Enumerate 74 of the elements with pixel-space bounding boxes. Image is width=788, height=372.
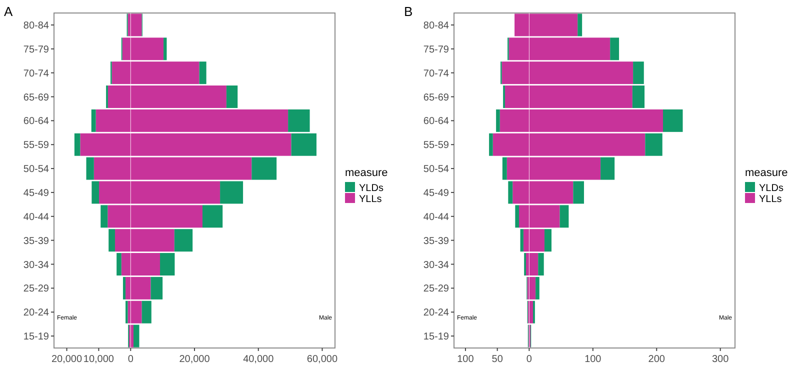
x-tick-label: 10,000 xyxy=(83,354,114,365)
legend-label: YLLs xyxy=(359,194,382,205)
y-tick-label: 30-34 xyxy=(423,260,450,271)
bar xyxy=(578,14,582,36)
bar xyxy=(122,276,126,300)
bar xyxy=(199,62,206,84)
bar xyxy=(174,229,193,252)
bar xyxy=(134,324,140,348)
y-tick-label: 55-59 xyxy=(423,140,450,152)
x-tick-label: 60,000 xyxy=(306,354,338,365)
bar xyxy=(226,86,238,108)
y-tick-label: 75-79 xyxy=(423,44,450,56)
y-tick-label: 35-39 xyxy=(423,236,450,247)
legend-label: YLDs xyxy=(759,183,784,194)
y-tick-label: 40-44 xyxy=(23,212,50,223)
x-tick-label: 20,000 xyxy=(51,354,82,365)
bar xyxy=(573,181,584,204)
y-tick-label: 25-29 xyxy=(423,284,450,295)
bar xyxy=(544,229,552,252)
chart-title: B xyxy=(404,4,413,19)
bar xyxy=(610,38,620,60)
y-tick-label: 50-54 xyxy=(423,164,450,176)
bar xyxy=(252,157,277,180)
y-tick-label: 65-69 xyxy=(423,92,450,104)
bar xyxy=(164,38,167,60)
bar xyxy=(515,205,519,228)
x-tick-label: 0 xyxy=(526,354,532,365)
bar xyxy=(108,229,115,252)
bar xyxy=(74,133,80,156)
x-tick-label: 300 xyxy=(712,354,730,365)
x-tick-label: 20,000 xyxy=(179,354,210,365)
x-tick-label: 100 xyxy=(584,354,602,365)
y-tick-label: 35-39 xyxy=(23,236,50,247)
x-tick-label: 200 xyxy=(648,354,666,365)
y-tick-label: 20-24 xyxy=(23,308,50,319)
x-tick-label: 40,000 xyxy=(243,354,274,365)
x-tick-label: 0 xyxy=(128,354,134,365)
y-tick-label: 60-64 xyxy=(423,116,450,128)
y-tick-label: 20-24 xyxy=(423,308,450,319)
y-tick-label: 45-49 xyxy=(23,188,50,199)
y-tick-label: 15-19 xyxy=(423,332,450,343)
y-tick-label: 80-84 xyxy=(23,20,50,32)
bar xyxy=(645,133,662,156)
y-tick-label: 65-69 xyxy=(23,92,50,104)
y-tick-label: 45-49 xyxy=(423,188,450,199)
bar xyxy=(663,109,683,132)
chart-title: A xyxy=(4,4,13,19)
y-tick-label: 55-59 xyxy=(23,140,50,152)
legend-title: measure xyxy=(745,167,788,179)
bar xyxy=(600,157,615,180)
bar xyxy=(508,181,513,204)
y-tick-label: 50-54 xyxy=(23,164,50,176)
y-tick-label: 80-84 xyxy=(423,20,450,32)
bar xyxy=(100,205,108,228)
bar xyxy=(489,133,493,156)
bar xyxy=(496,109,500,132)
x-tick-label: 50 xyxy=(492,354,504,365)
bar xyxy=(116,253,122,276)
y-tick-label: 25-29 xyxy=(23,284,50,295)
y-tick-label: 30-34 xyxy=(23,260,50,271)
bar xyxy=(91,109,96,132)
legend-title: measure xyxy=(345,167,388,179)
bar xyxy=(502,157,507,180)
y-tick-label: 70-74 xyxy=(23,68,50,80)
x-tick-label: 100 xyxy=(457,354,474,365)
y-tick-label: 40-44 xyxy=(423,212,450,223)
y-tick-label: 15-19 xyxy=(23,332,50,343)
legend-label: YLDs xyxy=(359,183,384,194)
legend-label: YLLs xyxy=(759,194,782,205)
y-tick-label: 70-74 xyxy=(423,68,450,80)
y-tick-label: 75-79 xyxy=(23,44,50,56)
bar xyxy=(560,205,569,228)
y-tick-label: 60-64 xyxy=(23,116,50,128)
bar xyxy=(520,229,524,252)
